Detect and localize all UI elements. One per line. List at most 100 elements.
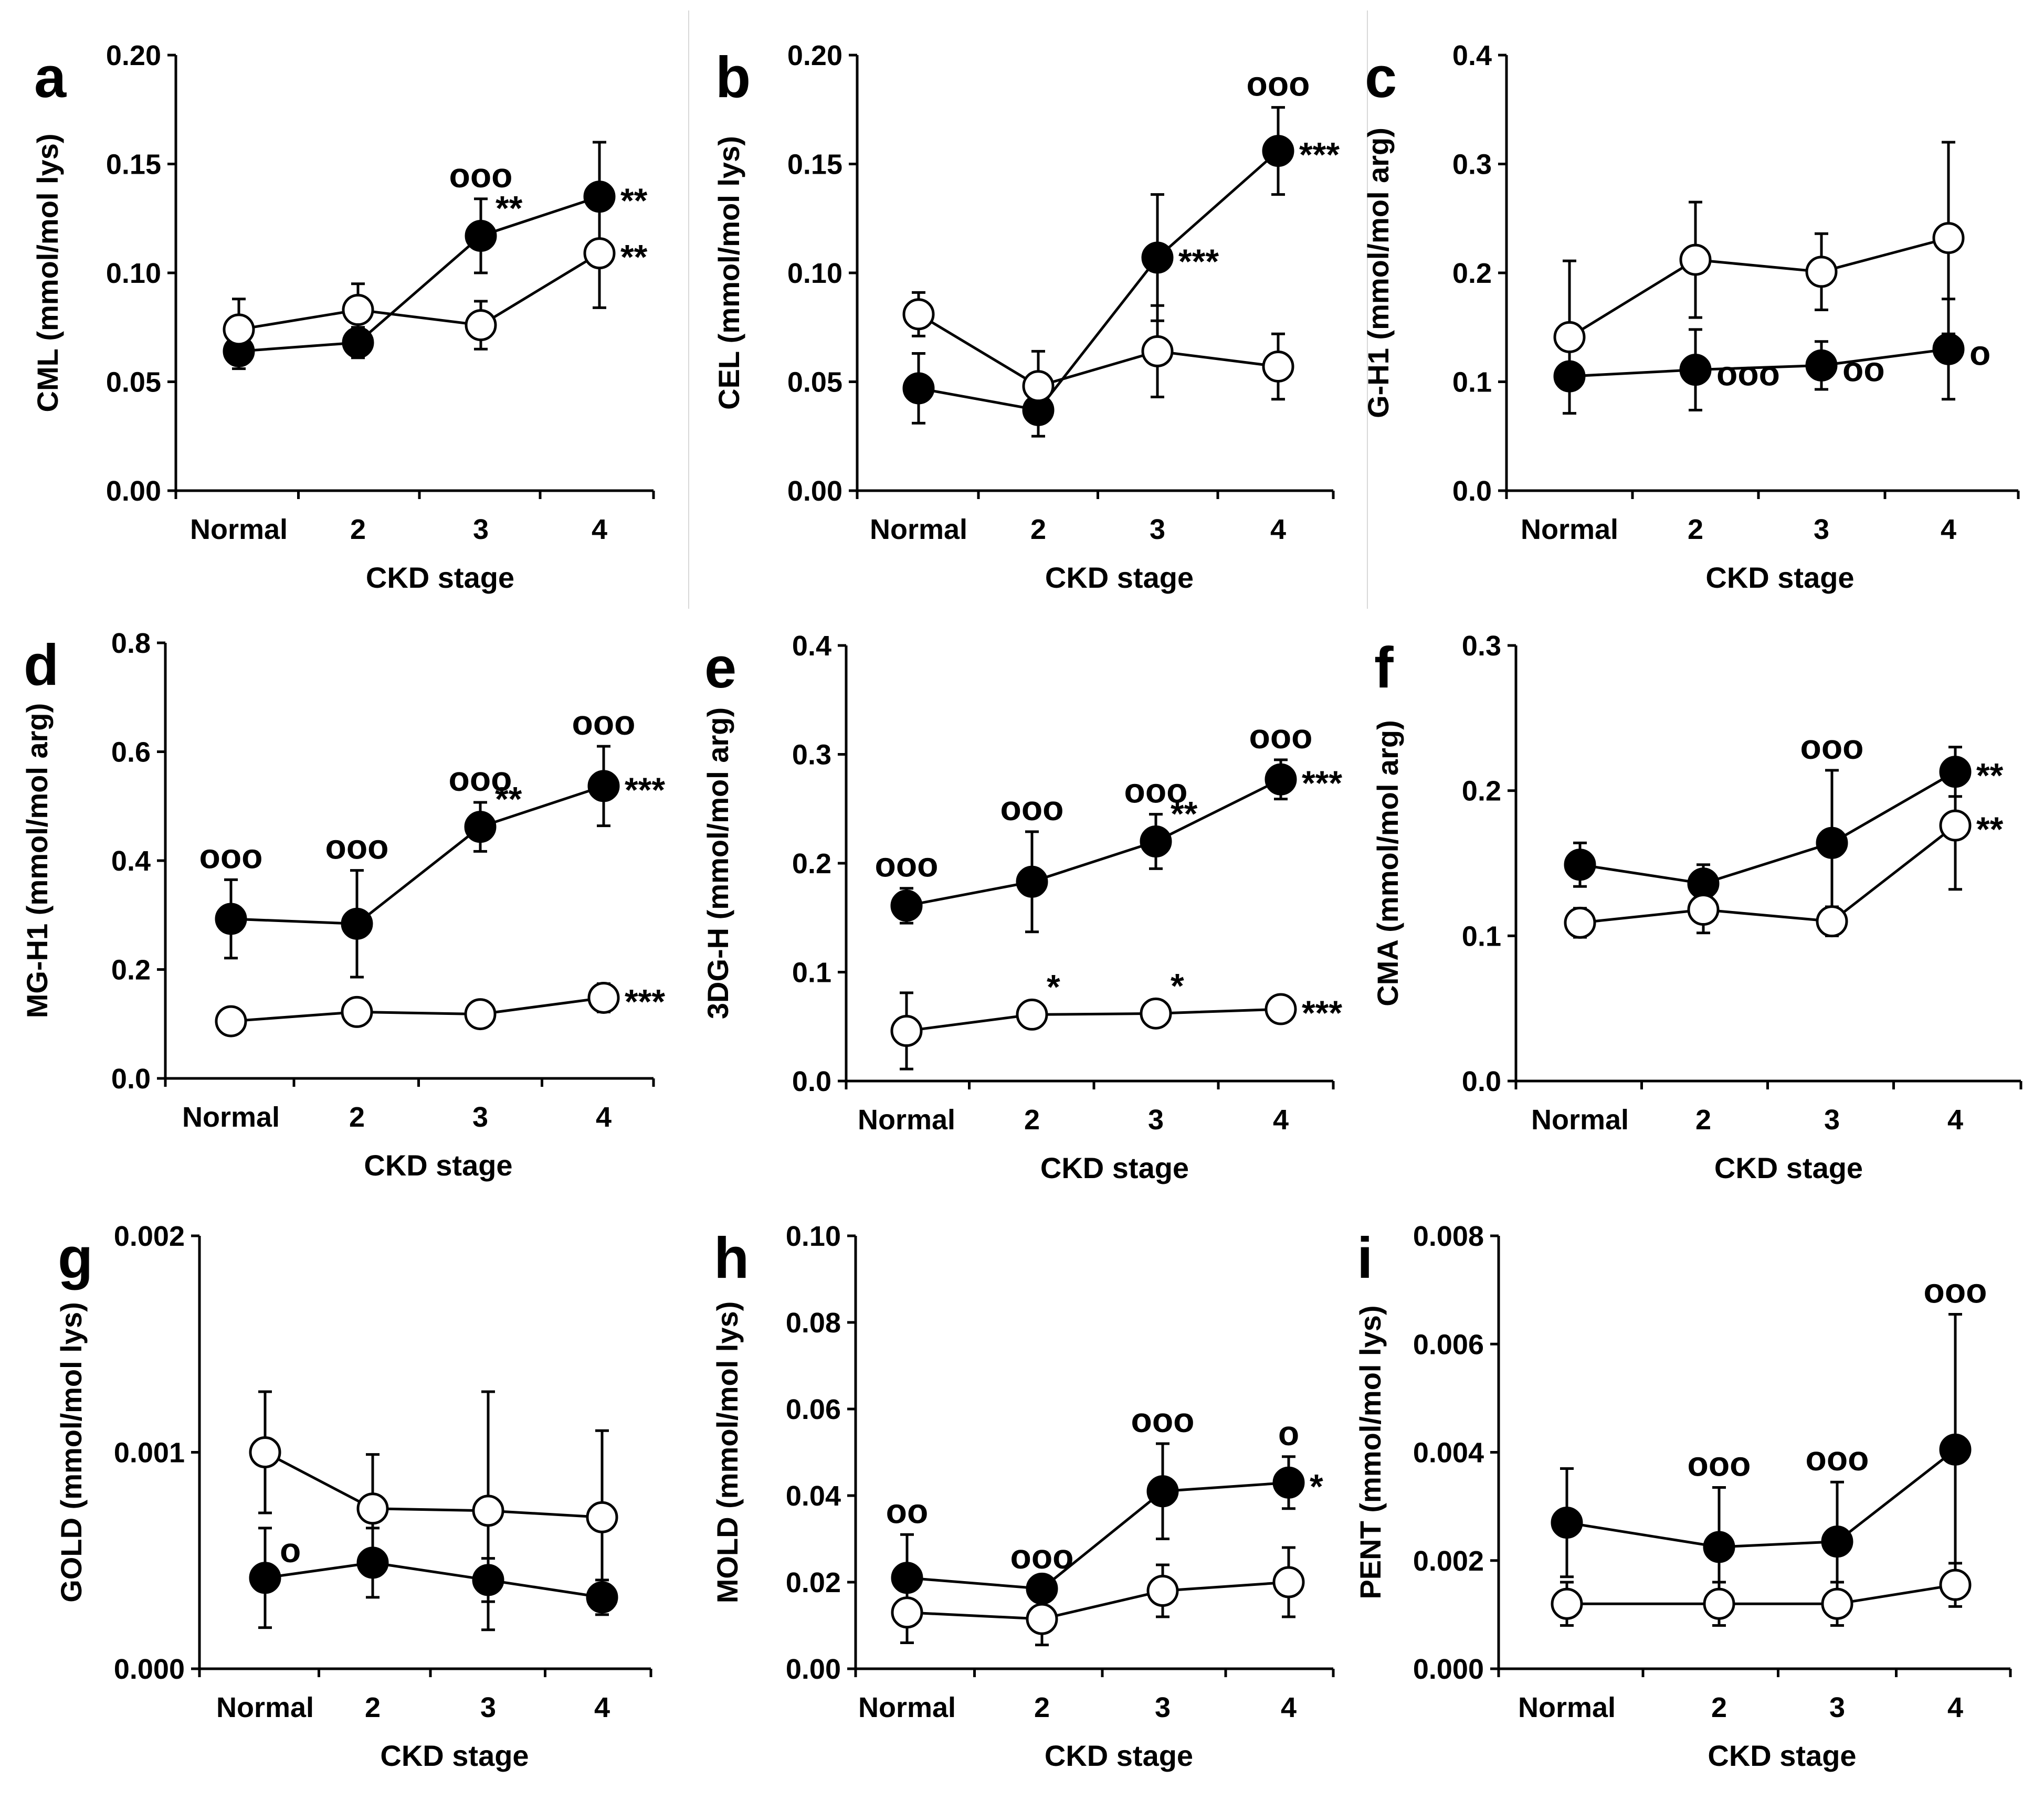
x-axis-title-e: CKD stage — [1040, 1151, 1189, 1184]
y-tick-label-a-0: 0.00 — [106, 475, 161, 507]
y-tick-label-b-0: 0.00 — [787, 475, 842, 507]
y-tick-label-b-1: 0.05 — [787, 367, 842, 398]
x-axis-title-i: CKD stage — [1708, 1739, 1856, 1772]
series-filled-d — [215, 745, 620, 979]
panel-e: e 0.0 0.1 0.2 0.3 0.4 Normal 2 3 4 CKD stage 3DG-H … — [701, 630, 1342, 1184]
x-tick-label-h-1: 2 — [1034, 1692, 1050, 1723]
x-tick-label-b-3: 4 — [1270, 514, 1286, 545]
panel-i: i 0.000 0.002 0.004 0.006 0.008 Normal 2 3 4 CKD s… — [1354, 1221, 2012, 1772]
x-axis-title-f: CKD stage — [1714, 1151, 1863, 1184]
x-tick-label-i-0: Normal — [1518, 1692, 1616, 1723]
y-tick-label-d-2: 0.4 — [111, 845, 151, 877]
point-open-a-2 — [465, 309, 497, 342]
y-tick-label-a-2: 0.10 — [106, 258, 161, 289]
y-tick-label-e-3: 0.3 — [792, 739, 831, 771]
x-tick-label-h-3: 4 — [1281, 1692, 1297, 1723]
point-open-c-3 — [1932, 222, 1965, 255]
point-open-d-3 — [587, 981, 620, 1014]
y-axis-title-i: PENT (mmol/mol lys) — [1354, 1305, 1387, 1599]
x-tick-label-e-2: 3 — [1148, 1104, 1164, 1136]
point-filled-d-3 — [587, 770, 620, 802]
annotation-a-0: ooo — [449, 156, 513, 195]
y-axis-title-d: MG-H1 (mmol/mol arg) — [20, 703, 54, 1018]
point-open-g-2 — [472, 1495, 504, 1527]
series-line-filled-g — [265, 1561, 603, 1599]
y-tick-label-a-1: 0.05 — [106, 367, 161, 398]
point-open-i-0 — [1551, 1587, 1583, 1620]
y-tick-label-c-4: 0.4 — [1452, 40, 1492, 71]
x-tick-label-a-3: 4 — [592, 514, 607, 545]
y-tick-label-d-4: 0.8 — [111, 628, 151, 659]
y-tick-label-h-5: 0.10 — [786, 1221, 841, 1252]
y-tick-label-g-0: 0.000 — [114, 1654, 185, 1685]
annotation-e-4: ** — [1171, 794, 1198, 833]
y-tick-label-b-3: 0.15 — [787, 149, 842, 181]
x-tick-label-f-3: 4 — [1947, 1104, 1963, 1136]
point-filled-f-2 — [1816, 827, 1848, 859]
series-line-filled-b — [918, 150, 1279, 412]
point-filled-c-2 — [1805, 349, 1838, 382]
x-tick-label-a-0: Normal — [190, 514, 288, 545]
point-open-b-2 — [1141, 335, 1174, 367]
x-tick-label-e-3: 4 — [1273, 1104, 1289, 1136]
x-tick-label-g-2: 3 — [480, 1692, 496, 1723]
y-tick-label-i-3: 0.006 — [1413, 1329, 1484, 1360]
panel-letter-f: f — [1374, 635, 1394, 700]
y-tick-label-h-3: 0.06 — [786, 1394, 841, 1425]
point-filled-i-2 — [1821, 1525, 1853, 1558]
annotation-i-0: ooo — [1688, 1445, 1751, 1484]
point-open-c-1 — [1679, 243, 1712, 276]
series-line-open-h — [907, 1581, 1289, 1620]
series-open-e — [890, 991, 1297, 1071]
point-filled-b-2 — [1141, 241, 1174, 274]
x-tick-label-h-2: 3 — [1155, 1692, 1171, 1723]
series-line-filled-d — [230, 785, 604, 925]
x-tick-label-c-3: 4 — [1941, 514, 1956, 545]
point-filled-h-2 — [1146, 1475, 1179, 1508]
annotation-e-6: * — [1047, 967, 1060, 1006]
point-open-h-0 — [891, 1596, 923, 1629]
x-axis-title-a: CKD stage — [366, 561, 514, 594]
annotation-b-2: *** — [1299, 135, 1340, 174]
point-filled-f-0 — [1564, 849, 1596, 881]
annotation-f-2: ** — [1976, 810, 2004, 849]
x-tick-label-f-1: 2 — [1695, 1104, 1711, 1136]
point-open-c-2 — [1805, 256, 1838, 288]
x-tick-label-i-1: 2 — [1711, 1692, 1727, 1723]
point-open-e-2 — [1140, 997, 1172, 1030]
x-tick-label-c-2: 3 — [1814, 514, 1829, 545]
annotation-a-2: ** — [620, 181, 648, 220]
annotation-f-1: ** — [1976, 756, 2004, 795]
point-open-a-3 — [583, 237, 616, 270]
annotation-c-1: oo — [1842, 349, 1885, 388]
y-tick-label-i-0: 0.000 — [1413, 1654, 1484, 1685]
annotation-h-3: o — [1278, 1414, 1299, 1453]
x-axis-title-g: CKD stage — [380, 1739, 529, 1772]
panel-letter-d: d — [24, 633, 59, 697]
x-tick-label-i-2: 3 — [1829, 1692, 1845, 1723]
y-tick-label-e-1: 0.1 — [792, 957, 831, 989]
series-line-open-b — [918, 313, 1279, 388]
series-filled-e — [890, 758, 1297, 934]
point-filled-i-1 — [1703, 1531, 1735, 1563]
point-open-g-3 — [586, 1501, 618, 1533]
y-tick-label-c-3: 0.3 — [1452, 149, 1492, 181]
x-tick-label-f-0: Normal — [1531, 1104, 1629, 1136]
y-tick-label-f-2: 0.2 — [1462, 776, 1501, 807]
point-filled-a-2 — [465, 219, 497, 252]
series-line-filled-a — [238, 195, 600, 353]
y-tick-label-h-2: 0.04 — [786, 1480, 841, 1512]
y-tick-label-h-4: 0.08 — [786, 1307, 841, 1339]
point-filled-i-3 — [1939, 1433, 1972, 1466]
point-open-e-0 — [890, 1015, 923, 1047]
y-tick-label-i-4: 0.008 — [1413, 1221, 1484, 1252]
annotation-d-0: ooo — [199, 836, 263, 875]
annotation-e-3: ooo — [1249, 717, 1313, 756]
x-tick-label-g-0: Normal — [216, 1692, 314, 1723]
series-line-filled-c — [1569, 347, 1949, 378]
series-open-a — [223, 197, 616, 362]
annotation-e-5: *** — [1302, 764, 1342, 802]
y-axis-title-c: G-H1 (mmol/mol arg) — [1362, 128, 1395, 418]
x-tick-label-a-1: 2 — [350, 514, 366, 545]
